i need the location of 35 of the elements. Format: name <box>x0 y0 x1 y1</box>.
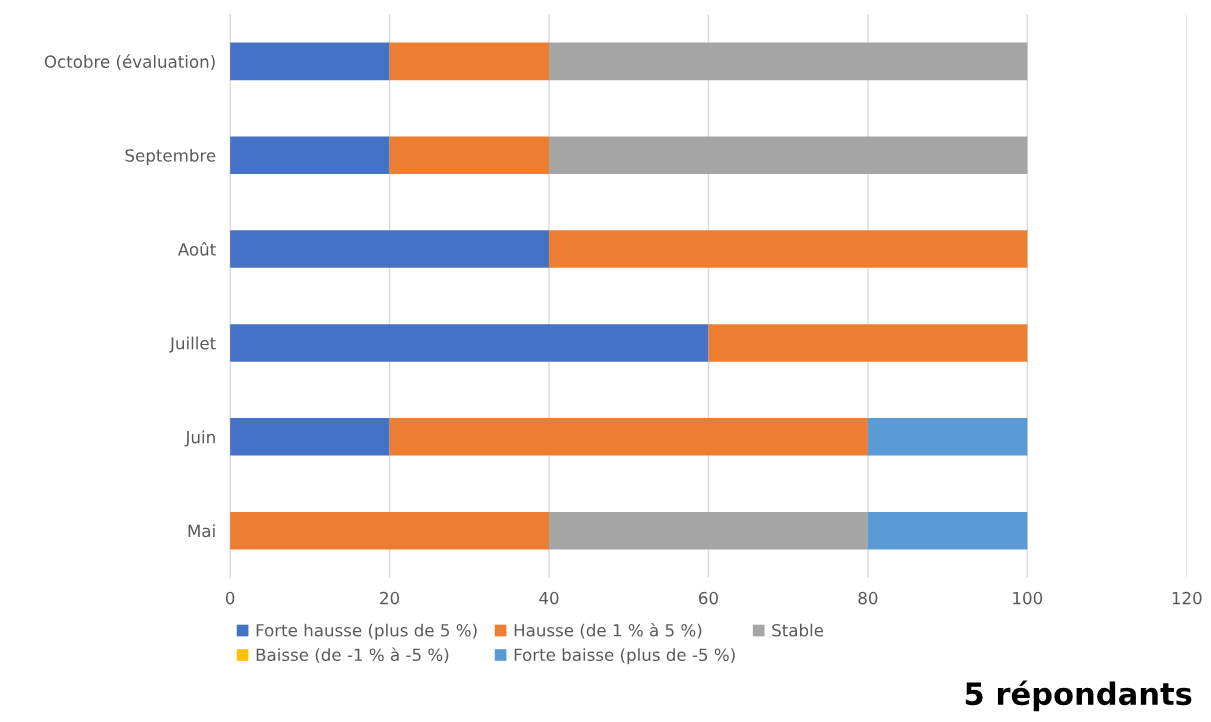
bar <box>230 418 390 456</box>
y-tick-label: Mai <box>188 524 215 538</box>
y-tick-label: Juillet <box>169 336 216 353</box>
x-tick-label: 120 <box>1172 591 1202 605</box>
x-tick-label: 0 <box>225 591 235 605</box>
bar <box>230 230 549 268</box>
y-tick-label: Juin <box>184 430 215 447</box>
bar <box>708 324 1028 362</box>
legend-label: Forte baisse (plus de -5 %) <box>514 648 735 665</box>
bar <box>230 324 709 362</box>
legend-label: Baisse (de -1 % à -5 %) <box>256 647 449 664</box>
bar <box>389 136 549 174</box>
bar <box>867 418 1028 456</box>
bar <box>230 511 549 550</box>
x-tick-label: 80 <box>858 591 878 605</box>
bar <box>548 42 1028 81</box>
bar <box>867 511 1028 550</box>
bar <box>389 42 549 81</box>
text: 5 répondants <box>965 680 1192 712</box>
bar <box>548 136 1028 174</box>
legend-label: Stable <box>772 623 824 637</box>
y-tick-label: Septembre <box>125 148 216 166</box>
x-tick-label: 100 <box>1013 591 1043 605</box>
bar <box>230 136 390 174</box>
x-tick-label: 20 <box>380 591 400 605</box>
bar <box>389 418 868 456</box>
x-tick-label: 40 <box>539 591 559 605</box>
legend-label: Hausse (de 1 % à 5 %) <box>514 623 702 639</box>
y-tick-label: Octobre (évaluation) <box>44 54 215 70</box>
x-tick-label: 60 <box>698 591 718 605</box>
bar <box>230 42 390 81</box>
bar <box>548 230 1028 268</box>
bar <box>548 511 868 550</box>
legend-label: Forte hausse (plus de 5 %) <box>256 623 477 640</box>
y-tick-label: Août <box>177 242 216 256</box>
